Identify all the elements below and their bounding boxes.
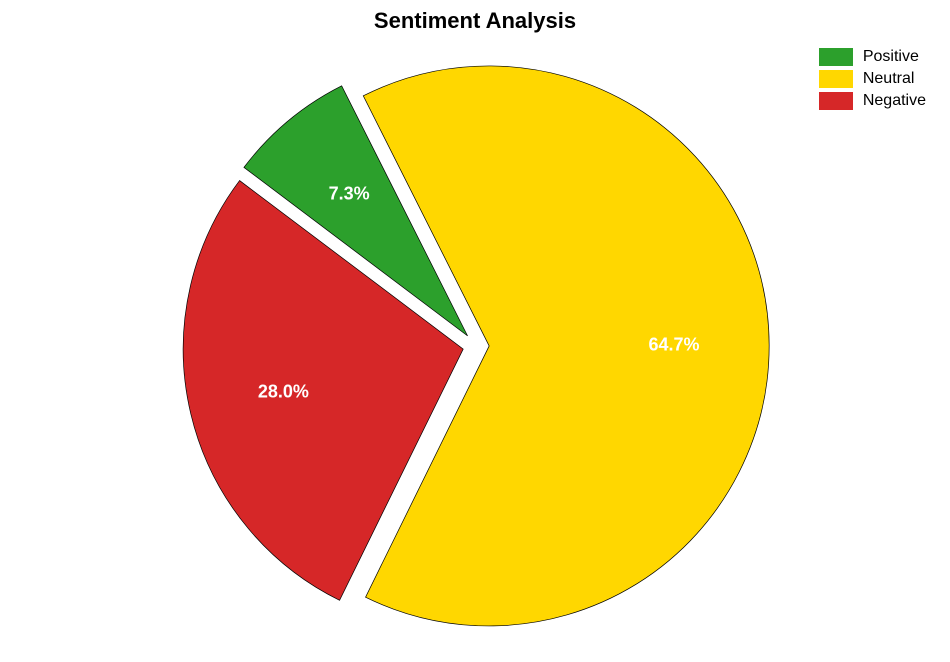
- legend-label-positive: Positive: [863, 48, 919, 66]
- legend-swatch-neutral: [819, 70, 853, 88]
- legend-label-negative: Negative: [863, 92, 926, 110]
- legend-label-neutral: Neutral: [863, 70, 915, 88]
- sentiment-pie-chart: Sentiment Analysis Positive Neutral Nega…: [0, 0, 950, 662]
- slice-label-negative: 28.0%: [258, 381, 309, 402]
- legend-item-neutral: Neutral: [819, 70, 926, 88]
- slice-label-positive: 7.3%: [329, 184, 370, 205]
- legend: Positive Neutral Negative: [819, 48, 926, 114]
- slice-label-neutral: 64.7%: [648, 335, 699, 356]
- legend-swatch-positive: [819, 48, 853, 66]
- legend-item-positive: Positive: [819, 48, 926, 66]
- legend-swatch-negative: [819, 92, 853, 110]
- pie-svg: [0, 0, 950, 662]
- legend-item-negative: Negative: [819, 92, 926, 110]
